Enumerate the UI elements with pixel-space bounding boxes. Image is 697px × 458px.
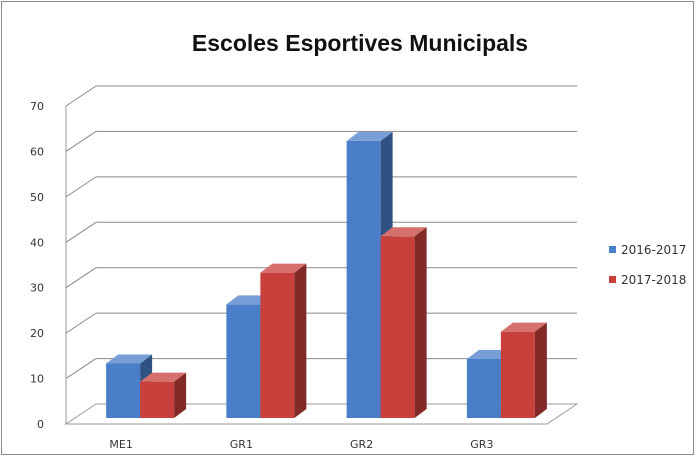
bar-GR1-2017-2018: [260, 263, 307, 418]
y-tick-label: 70: [30, 100, 44, 113]
gridline-diag: [65, 312, 97, 334]
floor-plane: [64, 403, 579, 425]
y-tick-label: 30: [30, 282, 44, 295]
gridline-diag: [65, 85, 97, 107]
bars: [106, 131, 547, 418]
y-tick-label: 40: [30, 236, 44, 249]
y-tick-label: 10: [30, 373, 44, 386]
legend-label: 2016-2017: [621, 243, 686, 257]
x-tick-label: GR2: [350, 438, 373, 451]
gridline-diag: [65, 176, 97, 198]
legend: 2016-2017 2017-2018: [609, 243, 686, 287]
bar-GR3-2017-2018: [500, 322, 547, 418]
y-tick-label: 60: [30, 145, 44, 158]
y-tick-label: 0: [37, 418, 44, 431]
y-tick-label: 20: [30, 327, 44, 340]
gridline-diag: [65, 358, 97, 379]
bar-ME1-2017-2018: [140, 372, 187, 418]
x-tick-label: GR1: [230, 438, 253, 451]
y-tick-label: 50: [30, 191, 44, 204]
x-tick-label: ME1: [109, 438, 132, 451]
x-axis-labels: ME1 GR1 GR2 GR3: [109, 438, 493, 451]
legend-swatch: [609, 246, 616, 253]
chart-title: Escoles Esportives Municipals: [191, 30, 529, 56]
gridline-diag: [65, 131, 97, 152]
gridline-diag: [65, 221, 97, 243]
bar-GR2-2017-2018: [380, 227, 427, 418]
chart-walls: [64, 106, 579, 425]
gridlines: [65, 85, 577, 379]
legend-swatch: [609, 276, 616, 283]
y-axis-ticks: 0 10 20 30 40 50 60 70: [30, 100, 44, 431]
x-tick-label: GR3: [470, 438, 493, 451]
gridline-diag: [65, 267, 97, 289]
legend-label: 2017-2018: [621, 273, 686, 287]
